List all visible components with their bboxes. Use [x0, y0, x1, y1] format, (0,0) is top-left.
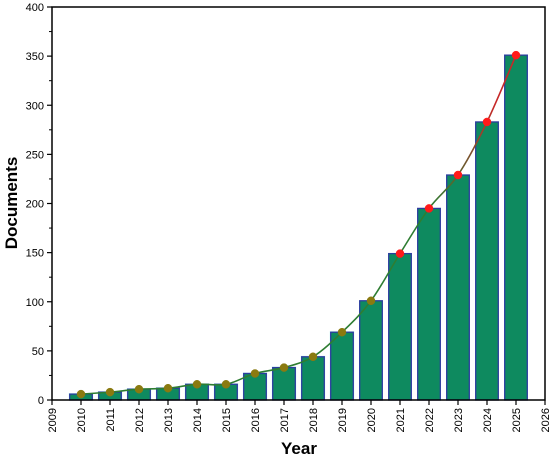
marker-2023: [453, 170, 463, 180]
y-tick-label: 400: [26, 2, 44, 14]
y-axis-title: Documents: [2, 157, 21, 250]
marker-2025: [511, 50, 521, 60]
x-axis-title: Year: [281, 439, 317, 458]
x-tick-label: 2009: [47, 408, 59, 432]
x-tick-label: 2018: [308, 408, 320, 432]
marker-2012: [134, 384, 144, 394]
bar-2025: [504, 54, 528, 401]
marker-2014: [192, 380, 202, 389]
marker-2019: [337, 327, 347, 337]
bars-layer: [68, 54, 528, 401]
x-tick-label: 2016: [250, 408, 262, 432]
x-tick-label: 2020: [366, 408, 378, 432]
x-tick-label: 2011: [105, 408, 117, 432]
marker-2020: [366, 296, 376, 306]
bar-2017: [272, 366, 296, 401]
marker-2015: [221, 380, 231, 389]
marker-2024: [482, 117, 492, 127]
marker-2013: [163, 383, 173, 393]
ticks-layer: 0 50 100 150 200 250 300 350 400 2009 2010 2011 2012…: [26, 2, 550, 432]
marker-2010: [76, 389, 86, 399]
bar-2022: [417, 207, 441, 401]
x-tick-label: 2022: [424, 408, 436, 432]
trend-line-layer: [80, 54, 517, 395]
trend-line: [80, 54, 517, 395]
markers-layer: [76, 50, 521, 399]
x-tick-label: 2017: [279, 408, 291, 432]
bar-2024: [475, 121, 499, 401]
marker-2018: [308, 352, 318, 362]
x-tick-label: 2024: [482, 408, 494, 432]
bar-2023: [446, 174, 470, 401]
x-tick-label: 2013: [163, 408, 175, 432]
y-tick-label: 0: [38, 395, 44, 407]
x-tick-label: 2025: [511, 408, 523, 432]
axes-layer: [51, 6, 546, 401]
marker-2021: [395, 249, 405, 258]
plot-frame: [51, 6, 546, 401]
x-tick-label: 2021: [395, 408, 407, 432]
y-tick-label: 50: [32, 346, 44, 358]
marker-2016: [250, 369, 260, 378]
x-tick-label: 2014: [192, 408, 204, 432]
y-tick-label: 200: [26, 199, 44, 211]
x-tick-label: 2010: [76, 408, 88, 432]
marker-2017: [279, 363, 289, 372]
x-tick-label: 2015: [221, 408, 233, 432]
x-tick-label: 2023: [453, 408, 465, 432]
y-tick-label: 150: [26, 248, 44, 260]
bar-2021: [388, 252, 412, 401]
x-tick-label: 2012: [134, 408, 146, 432]
y-tick-label: 100: [26, 297, 44, 309]
x-tick-label: 2019: [337, 408, 349, 432]
bar-2018: [301, 356, 325, 401]
bar-2019: [330, 331, 354, 401]
bar-2020: [359, 300, 383, 401]
y-tick-label: 250: [26, 149, 44, 161]
y-tick-label: 300: [26, 100, 44, 112]
marker-2011: [105, 387, 115, 397]
marker-2022: [424, 204, 434, 213]
y-tick-label: 350: [26, 51, 44, 63]
x-tick-label: 2026: [540, 408, 550, 432]
